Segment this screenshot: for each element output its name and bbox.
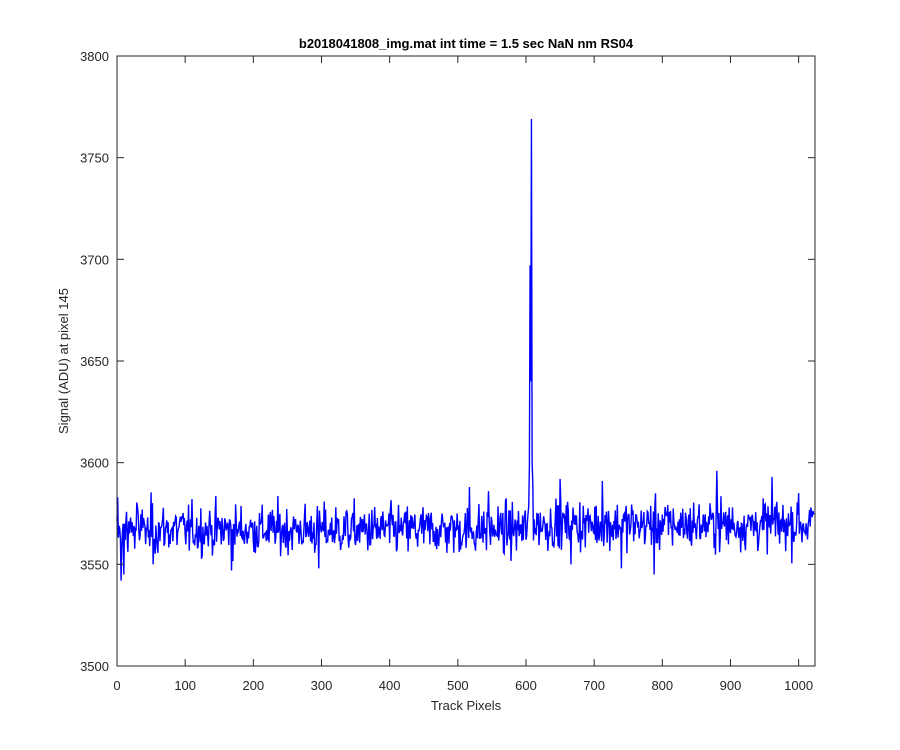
x-tick-label: 800 [651, 678, 673, 693]
x-tick-label: 100 [174, 678, 196, 693]
x-tick-label: 300 [311, 678, 333, 693]
ticks-layer: 0 100 200 300 400 500 600 700 800 900 1000 3500 3550… [80, 49, 815, 693]
y-tick-label: 3800 [80, 49, 109, 64]
x-tick-label: 500 [447, 678, 469, 693]
x-tick-label: 700 [583, 678, 605, 693]
axes-box [116, 55, 816, 667]
x-tick-label: 400 [379, 678, 401, 693]
x-tick-label: 1000 [784, 678, 813, 693]
plot-area [117, 56, 815, 666]
x-tick-label: 900 [720, 678, 742, 693]
x-tick-label: 0 [113, 678, 120, 693]
y-tick-label: 3650 [80, 354, 109, 369]
y-tick-label: 3700 [80, 252, 109, 267]
chart-title: b2018041808_img.mat int time = 1.5 sec N… [299, 36, 634, 51]
y-axis-label: Signal (ADU) at pixel 145 [56, 288, 71, 434]
x-axis-label: Track Pixels [431, 698, 502, 713]
y-tick-label: 3550 [80, 557, 109, 572]
y-tick-label: 3600 [80, 456, 109, 471]
x-tick-label: 600 [515, 678, 537, 693]
y-tick-label: 3500 [80, 659, 109, 674]
signal-series-line [116, 119, 815, 581]
series-layer [116, 119, 815, 581]
x-tick-label: 200 [242, 678, 264, 693]
y-tick-label: 3750 [80, 151, 109, 166]
